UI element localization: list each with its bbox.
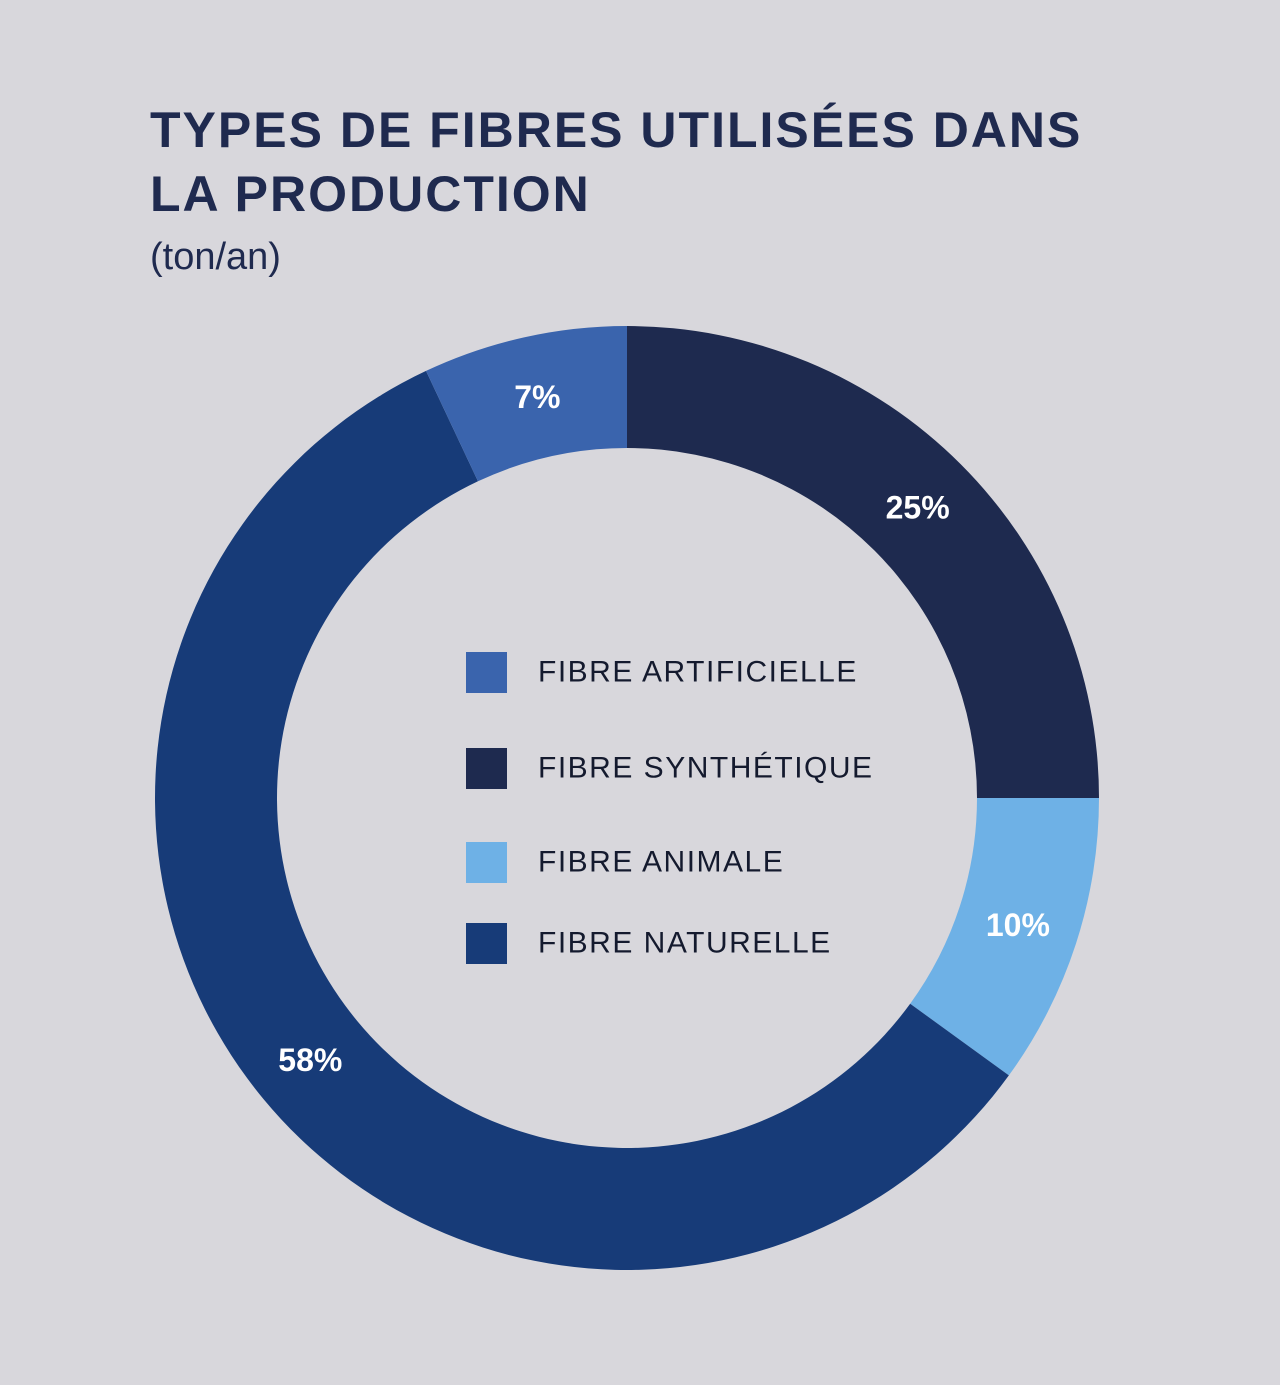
slice-label-fibre-artificielle: 7% (514, 379, 560, 415)
legend-swatch-fibre-animale (466, 842, 507, 883)
slice-fibre-animale (910, 798, 1099, 1076)
legend-label-fibre-animale: FIBRE ANIMALE (538, 846, 784, 879)
legend-swatch-fibre-naturelle (466, 923, 507, 964)
legend: FIBRE ARTIFICIELLE FIBRE SYNTHÉTIQUE FIBRE… (466, 652, 874, 964)
legend-label-fibre-naturelle: FIBRE NATURELLE (538, 927, 832, 960)
slice-label-fibre-animale: 10% (986, 907, 1050, 943)
slice-fibre-naturelle (154, 370, 1009, 1271)
chart-title: TYPES DE FIBRES UTILISÉES DANS LA PRODUC… (150, 102, 1083, 222)
slice-fibre-artificielle (426, 326, 627, 482)
legend-item-fibre-artificielle: FIBRE ARTIFICIELLE (466, 652, 858, 693)
donut-slices (154, 326, 1099, 1271)
slice-label-fibre-synthetique: 25% (886, 489, 950, 525)
slice-fibre-synthetique (627, 326, 1099, 798)
legend-swatch-fibre-synthetique (466, 748, 507, 789)
chart-subtitle: (ton/an) (150, 236, 281, 278)
legend-item-fibre-animale: FIBRE ANIMALE (466, 842, 784, 883)
legend-label-fibre-synthetique: FIBRE SYNTHÉTIQUE (538, 752, 874, 785)
legend-item-fibre-synthetique: FIBRE SYNTHÉTIQUE (466, 748, 874, 789)
legend-swatch-fibre-artificielle (466, 652, 507, 693)
chart-header: TYPES DE FIBRES UTILISÉES DANS LA PRODUC… (150, 98, 1130, 280)
slice-label-fibre-naturelle: 58% (278, 1042, 342, 1078)
legend-item-fibre-naturelle: FIBRE NATURELLE (466, 923, 832, 964)
legend-label-fibre-artificielle: FIBRE ARTIFICIELLE (538, 656, 858, 689)
slice-labels: 25% 10% 58% 7% (278, 379, 1050, 1078)
